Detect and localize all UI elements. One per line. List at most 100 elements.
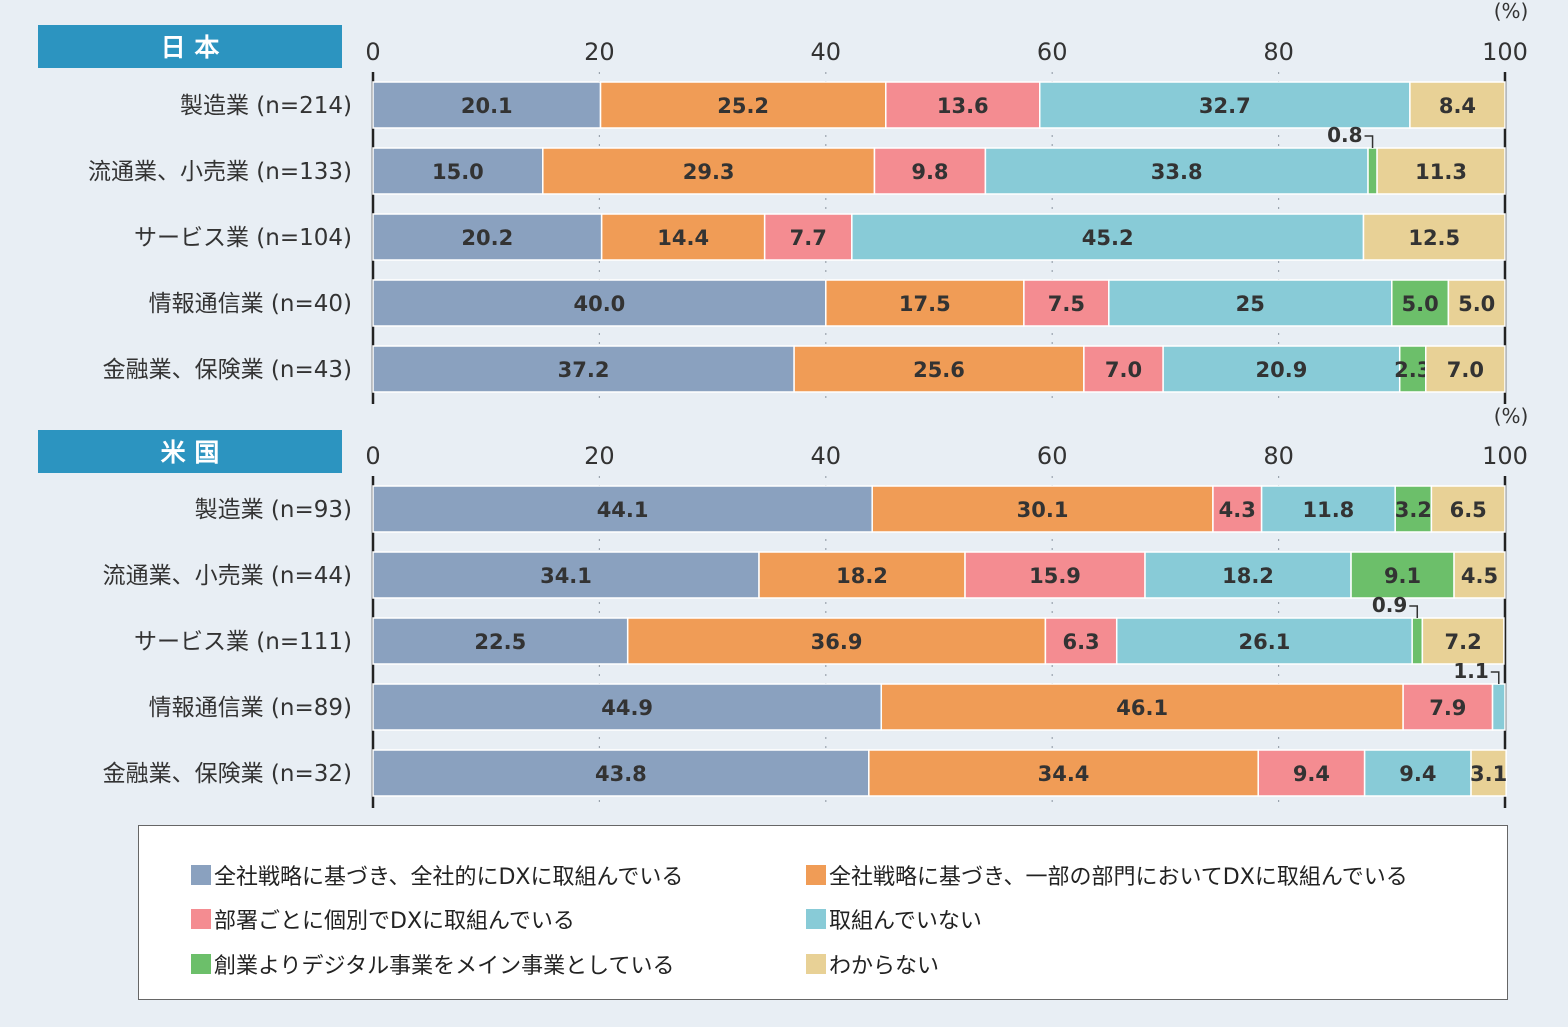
legend-item: 取組んでいない	[806, 903, 982, 935]
legend-swatch	[191, 909, 211, 929]
category-label: サービス業 (n=104)	[134, 225, 352, 251]
bar-segment	[626, 617, 1047, 665]
category-label: サービス業 (n=111)	[134, 629, 352, 655]
bar-segment	[1044, 617, 1118, 665]
data-label: 7.9	[1429, 696, 1466, 720]
data-label: 18.2	[836, 564, 888, 588]
legend-swatch	[806, 954, 826, 974]
callout-leader	[1490, 671, 1500, 684]
data-label: 9.4	[1399, 762, 1436, 786]
legend: 全社戦略に基づき、全社的にDXに取組んでいる 全社戦略に基づき、一部の部門におい…	[138, 825, 1508, 1000]
legend-item: 全社戦略に基づき、全社的にDXに取組んでいる	[191, 859, 683, 891]
bar-segment	[1447, 279, 1506, 327]
bar-segment	[885, 81, 1041, 129]
legend-item: 全社戦略に基づき、一部の部門においてDXに取組んでいる	[806, 859, 1408, 891]
legend-label: 取組んでいない	[829, 909, 982, 934]
bar-segment	[1411, 617, 1424, 665]
data-label: 7.0	[1105, 358, 1142, 382]
data-label: 29.3	[683, 160, 735, 184]
category-label: 金融業、保険業 (n=32)	[103, 761, 352, 787]
bar-segment	[1398, 345, 1427, 393]
bar-segment	[873, 147, 987, 195]
category-label: 情報通信業 (n=40)	[149, 291, 352, 317]
callout-leader	[1409, 605, 1419, 618]
x-tick-label: 100	[1482, 442, 1528, 470]
legend-swatch	[806, 865, 826, 885]
bar-segment	[1260, 485, 1396, 533]
data-label: 25.2	[717, 94, 769, 118]
x-tick-label: 80	[1263, 442, 1294, 470]
data-label: 3.2	[1395, 498, 1432, 522]
data-label: 7.5	[1048, 292, 1085, 316]
data-label: 45.2	[1082, 226, 1134, 250]
data-label: 17.5	[899, 292, 951, 316]
bar-segment	[1453, 551, 1506, 599]
bar-segment	[1367, 147, 1378, 195]
data-label: 7.2	[1445, 630, 1482, 654]
data-label: 44.1	[597, 498, 649, 522]
data-label: 15.9	[1029, 564, 1081, 588]
bar-segment	[984, 147, 1369, 195]
panel-header-box	[38, 430, 342, 473]
bar-segment	[372, 279, 827, 327]
callout-label: 0.8	[1327, 123, 1362, 147]
data-label: 6.3	[1062, 630, 1099, 654]
data-label: 30.1	[1017, 498, 1069, 522]
data-label: 5.0	[1458, 292, 1495, 316]
data-label: 8.4	[1439, 94, 1476, 118]
bar-segment	[758, 551, 966, 599]
category-label: 情報通信業 (n=89)	[149, 695, 352, 721]
legend-swatch	[806, 909, 826, 929]
x-tick-label: 100	[1482, 38, 1528, 66]
data-label: 40.0	[573, 292, 625, 316]
bar-segment	[1430, 485, 1506, 533]
bar-segment	[825, 279, 1025, 327]
bar-segment	[1023, 279, 1110, 327]
bar-segment	[851, 213, 1365, 261]
panel-header-box	[38, 25, 342, 68]
data-label: 3.1	[1470, 762, 1507, 786]
bar-segment	[372, 485, 873, 533]
callout-leader	[1364, 135, 1374, 148]
data-label: 43.8	[595, 762, 647, 786]
bar-segment	[1363, 749, 1472, 797]
bar-segment	[1402, 683, 1494, 731]
bar-segment	[372, 683, 883, 731]
data-label: 34.4	[1038, 762, 1090, 786]
data-label: 14.4	[657, 226, 709, 250]
data-label: 7.7	[790, 226, 827, 250]
bar-segment	[1491, 683, 1506, 731]
data-label: 7.0	[1447, 358, 1484, 382]
data-label: 11.3	[1415, 160, 1467, 184]
x-tick-label: 60	[1037, 38, 1068, 66]
data-label: 33.8	[1151, 160, 1203, 184]
x-tick-label: 0	[365, 442, 380, 470]
data-label: 26.1	[1239, 630, 1291, 654]
unit-label: (%)	[1494, 0, 1529, 23]
data-label: 13.6	[937, 94, 989, 118]
data-label: 9.8	[911, 160, 948, 184]
bar-segment	[1108, 279, 1393, 327]
data-label: 15.0	[432, 160, 484, 184]
legend-swatch	[191, 865, 211, 885]
data-label: 18.2	[1222, 564, 1274, 588]
bar-segment	[964, 551, 1146, 599]
bar-segment	[372, 147, 544, 195]
callout-label: 1.1	[1453, 659, 1488, 683]
data-label: 46.1	[1116, 696, 1168, 720]
bar-segment	[372, 81, 602, 129]
bar-segment	[372, 551, 760, 599]
legend-label: 部署ごとに個別でDXに取組んでいる	[214, 909, 575, 934]
bar-segment	[1425, 345, 1506, 393]
data-label: 6.5	[1450, 498, 1487, 522]
x-tick-label: 20	[584, 38, 615, 66]
data-label: 5.0	[1401, 292, 1438, 316]
data-label: 11.8	[1302, 498, 1354, 522]
bar-segment	[880, 683, 1404, 731]
bar-segment	[600, 213, 766, 261]
category-label: 流通業、小売業 (n=44)	[103, 563, 352, 589]
bar-segment	[542, 147, 876, 195]
x-tick-label: 20	[584, 442, 615, 470]
data-label: 25.6	[913, 358, 965, 382]
bar-segment	[1162, 345, 1401, 393]
